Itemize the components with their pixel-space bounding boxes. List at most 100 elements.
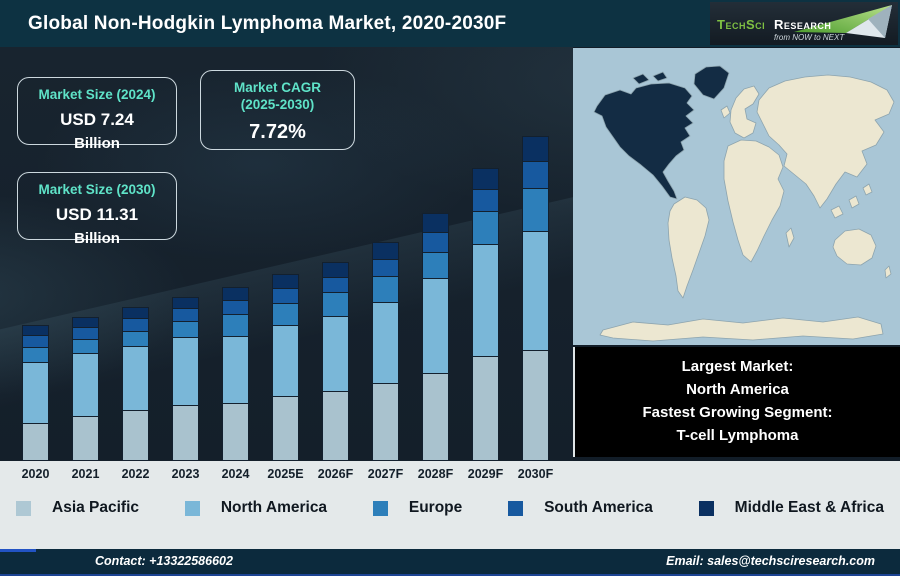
stat-box-market-cagr: Market CAGR (2025-2030) 7.72% [200,70,355,150]
bar-segment-south-america [172,309,199,322]
stat-box-market-size-2030: Market Size (2030) USD 11.31 Billion [17,172,177,247]
bar-segment-asia-pacific [372,384,399,461]
logo-brand-primary: TechSci [717,17,765,32]
bar-2022 [122,307,149,461]
bar-segment-middle-east-africa [422,213,449,233]
chart-legend: Asia Pacific North America Europe South Ame… [0,499,900,517]
legend-swatch-icon [184,500,200,516]
bar-segment-europe [322,293,349,317]
techsci-logo: TechSci Research from NOW to NEXT [710,2,898,45]
stat-label-line1: Market CAGR [233,80,322,95]
bar-segment-europe [272,304,299,326]
bar-segment-middle-east-africa [272,274,299,289]
legend-swatch-icon [698,500,714,516]
bar-segment-south-america [472,190,499,212]
x-axis-label-2020: 2020 [21,467,50,481]
bar-segment-asia-pacific [322,392,349,461]
bar-segment-north-america [222,337,249,404]
bar-segment-asia-pacific [522,351,549,461]
bar-segment-middle-east-africa [222,287,249,301]
bar-segment-middle-east-africa [72,317,99,328]
legend-item-europe: Europe [372,499,463,517]
bar-segment-europe [172,322,199,338]
x-axis-label-2029F: 2029F [467,467,504,481]
bar-segment-north-america [522,232,549,351]
x-axis-label-2022: 2022 [121,467,150,481]
bar-2026F [322,262,349,461]
stat-label: Market Size (2030) [38,182,156,197]
bar-segment-north-america [272,326,299,397]
legend-item-asia-pacific: Asia Pacific [16,499,139,517]
stat-unit: Billion [74,134,120,152]
world-map-image [573,48,900,345]
map-south-america [667,196,710,299]
map-asia [756,74,895,209]
bar-segment-middle-east-africa [522,136,549,162]
bar-2028F [422,213,449,461]
bar-segment-europe [422,253,449,279]
x-axis-label-2024: 2024 [221,467,250,481]
bar-segment-north-america [372,303,399,384]
x-axis-label-2025E: 2025E [267,467,304,481]
bar-segment-north-america [422,279,449,374]
bar-segment-asia-pacific [22,424,49,461]
logo-arrow-icon: TechSci Research from NOW to NEXT [717,5,892,42]
largest-market-label: Largest Market: [681,358,794,376]
bar-segment-south-america [222,301,249,315]
map-north-america [593,82,695,200]
bar-segment-south-america [72,328,99,340]
fastest-segment-label: Fastest Growing Segment: [642,404,833,421]
bar-segment-asia-pacific [172,406,199,461]
bar-segment-europe [522,189,549,232]
x-axis-label-2026F: 2026F [317,467,354,481]
title-bar: Global Non-Hodgkin Lymphoma Market, 2020… [0,0,900,47]
legend-swatch-icon [16,500,31,516]
legend-item-south-america: South America [508,499,653,517]
bar-segment-asia-pacific [422,374,449,461]
legend-label: Middle East & Africa [734,499,884,516]
legend-label: North America [220,499,328,516]
bar-segment-europe [22,348,49,363]
map-australia [832,228,877,266]
map-antarctica [599,316,884,342]
bar-2025E [272,274,299,461]
bar-2020 [22,325,49,461]
bar-segment-europe [472,212,499,245]
legend-swatch-icon [508,500,524,516]
bar-2027F [372,242,399,461]
bar-segment-south-america [372,260,399,277]
bar-segment-north-america [72,354,99,417]
stat-label: Market Size (2024) [38,87,156,102]
bar-segment-europe [72,340,99,354]
bar-segment-south-america [322,278,349,293]
footer-email: Email: sales@techsciresearch.com [666,554,875,568]
axis-and-legend-strip: 2020 2021 2022 2023 2024 2025E 2026F 2027F 2028F… [0,461,900,549]
bar-segment-middle-east-africa [172,297,199,309]
stat-box-market-size-2024: Market Size (2024) USD 7.24 Billion [17,77,177,152]
bar-segment-south-america [272,289,299,304]
legend-label: South America [544,499,653,516]
bar-segment-asia-pacific [472,357,499,461]
x-axis-label-2030F: 2030F [517,467,554,481]
bar-segment-middle-east-africa [22,325,49,336]
legend-swatch-icon [372,500,388,516]
bar-segment-europe [222,315,249,337]
x-axis-label-2027F: 2027F [367,467,404,481]
bar-2030F [522,136,549,461]
bar-2023 [172,297,199,461]
page-title: Global Non-Hodgkin Lymphoma Market, 2020… [28,12,507,34]
stat-label-line2: (2025-2030) [240,96,315,112]
bar-segment-south-america [122,319,149,332]
map-europe [729,85,760,139]
x-axis-label-2023: 2023 [171,467,200,481]
legend-item-middle-east-africa: Middle East & Africa [698,499,884,517]
stat-value: 7.72% [249,120,306,143]
stat-value: USD 7.24 [60,109,134,129]
legend-label: Europe [408,499,463,516]
market-highlights-box: Largest Market: North America Fastest Gr… [573,347,900,457]
world-map [573,48,900,345]
legend-item-north-america: North America [184,499,328,517]
map-africa [723,139,785,263]
x-axis-label-2021: 2021 [71,467,100,481]
